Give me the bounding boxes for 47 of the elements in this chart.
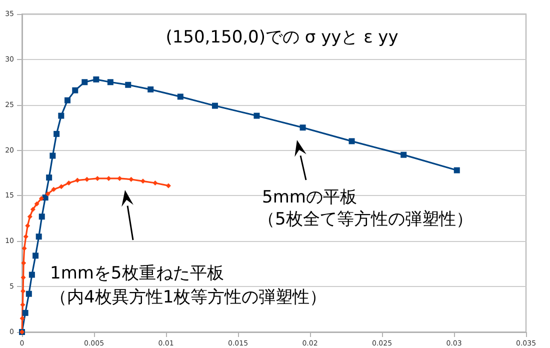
point bbox=[93, 76, 100, 82]
text: (150,150,0)での σ yyと ε yy bbox=[166, 28, 398, 48]
point bbox=[38, 214, 45, 220]
point bbox=[212, 102, 218, 109]
point bbox=[58, 184, 64, 190]
point bbox=[106, 176, 112, 181]
point bbox=[254, 112, 260, 119]
point bbox=[454, 167, 460, 174]
point bbox=[27, 214, 32, 220]
point bbox=[166, 183, 171, 188]
point bbox=[84, 176, 90, 182]
point bbox=[54, 130, 60, 137]
point bbox=[128, 176, 134, 182]
point bbox=[36, 234, 42, 240]
point bbox=[66, 180, 72, 186]
point bbox=[177, 94, 184, 100]
point bbox=[300, 124, 306, 131]
point bbox=[28, 272, 35, 278]
point bbox=[140, 178, 146, 184]
point bbox=[400, 152, 407, 158]
point bbox=[25, 223, 30, 228]
point bbox=[34, 201, 40, 206]
point bbox=[74, 178, 80, 183]
point bbox=[82, 79, 88, 86]
point bbox=[45, 191, 50, 196]
point bbox=[26, 290, 32, 297]
annotation: （5枚全て等方性の弾塑性） bbox=[258, 210, 473, 230]
point bbox=[125, 82, 132, 88]
point bbox=[50, 152, 56, 159]
point bbox=[38, 196, 44, 201]
point bbox=[107, 79, 114, 86]
annotation: 1mmを5枚重ねた平板 bbox=[50, 264, 224, 284]
point bbox=[64, 97, 71, 104]
annotation: （内4枚異方性1枚等方性の弾塑性） bbox=[50, 288, 327, 308]
point bbox=[22, 310, 28, 316]
point bbox=[23, 234, 28, 240]
annotation: 5mmの平板 bbox=[262, 188, 357, 208]
point bbox=[148, 86, 154, 92]
point bbox=[51, 186, 56, 192]
point bbox=[72, 87, 78, 94]
point bbox=[22, 246, 27, 251]
point bbox=[348, 138, 355, 144]
point bbox=[46, 174, 52, 181]
point bbox=[30, 206, 36, 212]
point bbox=[58, 112, 64, 119]
point bbox=[32, 252, 39, 259]
point bbox=[152, 180, 158, 186]
